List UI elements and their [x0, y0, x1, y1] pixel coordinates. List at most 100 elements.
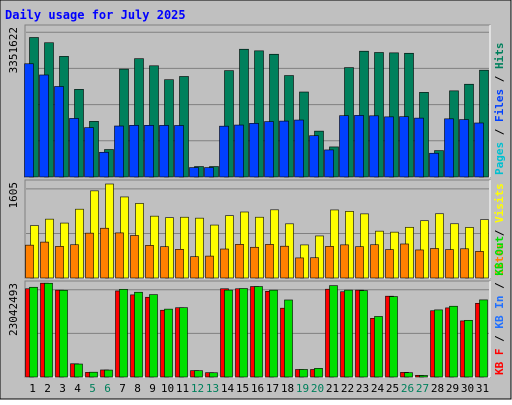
x-axis-labels: 1 2 3 4 5 6 7 8 9 10 11 12 13 14 15 16 17 18 19 20 21 22 23 24 2… [29, 382, 489, 395]
bar-sites [385, 249, 394, 279]
bar-kb-out [59, 289, 68, 378]
bar-files [189, 167, 199, 178]
bar-files [129, 125, 139, 178]
bar-kb-out [269, 289, 278, 378]
bar-sites [325, 246, 334, 279]
bar-files [234, 124, 244, 178]
bar-files [309, 135, 319, 178]
bar-files [399, 116, 409, 178]
bar-kb-out [374, 316, 383, 378]
panel-hits: 3351622 Pages / Files / Hits [7, 24, 506, 178]
bar-kb-out [149, 294, 158, 378]
bar-files [369, 115, 379, 178]
legend-entry: / [493, 282, 506, 296]
bar-kb-out [359, 290, 368, 378]
bar-files [219, 125, 229, 178]
bar-sites [415, 249, 424, 279]
bar-kb-out [419, 375, 428, 378]
legend-entry: / [493, 335, 506, 349]
x-tick-label: 5 [89, 382, 96, 395]
panel-visits: 1605 Sites / Visits [7, 179, 506, 279]
x-tick-label: 16 [251, 382, 264, 395]
bar-files [429, 152, 439, 178]
bar-visits [195, 217, 204, 279]
bar-files [444, 118, 454, 178]
legend-entry: / [493, 128, 506, 142]
x-tick-label: 8 [134, 382, 141, 395]
bar-sites [310, 257, 319, 279]
chart-title: Daily usage for July 2025 [5, 8, 186, 22]
bar-files [114, 125, 124, 178]
bar-kb-out [464, 319, 473, 378]
bar-sites [355, 246, 364, 279]
bar-kb-out [134, 291, 143, 378]
bar-sites [25, 244, 34, 279]
x-tick-label: 18 [281, 382, 294, 395]
legend-entry: Visits [493, 183, 506, 229]
bar-files [249, 123, 259, 178]
bar-files [69, 118, 79, 178]
bar-files [54, 86, 64, 178]
bar-kb-out [209, 372, 218, 378]
bar-sites [115, 232, 124, 279]
bar-sites [220, 248, 229, 279]
x-tick-label: 15 [236, 382, 249, 395]
bar-hits [389, 52, 399, 178]
x-tick-label: 31 [476, 382, 489, 395]
panel-legend: KB F / KB In / KB Out [493, 236, 506, 375]
bar-visits [180, 216, 189, 279]
bar-visits [225, 215, 234, 279]
x-tick-label: 24 [371, 382, 385, 395]
bar-kb-out [449, 305, 458, 378]
bar-kb-out [344, 289, 353, 378]
x-tick-label: 1 [29, 382, 36, 395]
bar-sites [205, 255, 214, 279]
bar-visits [210, 224, 219, 279]
bar-files [24, 63, 34, 178]
legend-entry: / [493, 75, 506, 89]
bar-sites [160, 246, 169, 279]
bar-sites [280, 245, 289, 279]
bar-visits [435, 213, 444, 279]
x-tick-label: 28 [431, 382, 444, 395]
bar-sites [370, 244, 379, 279]
x-tick-label: 20 [311, 382, 324, 395]
x-tick-label: 2 [44, 382, 51, 395]
legend-entry: KB In [493, 296, 506, 336]
bar-hits [374, 52, 384, 178]
bar-files [264, 121, 274, 178]
bar-files [474, 122, 484, 178]
bar-sites [145, 245, 154, 279]
x-tick-label: 9 [149, 382, 156, 395]
x-tick-label: 29 [446, 382, 459, 395]
bar-sites [175, 249, 184, 279]
x-tick-label: 3 [59, 382, 66, 395]
panels-layer: 3351622 Pages / Files / Hits 1605 Sites / V… [7, 24, 506, 378]
bar-sites [445, 249, 454, 279]
x-tick-label: 23 [356, 382, 369, 395]
bar-visits [420, 220, 429, 279]
bar-hits [404, 52, 414, 178]
bar-hits [359, 50, 369, 178]
bar-kb-out [89, 371, 98, 378]
bar-sites [250, 246, 259, 279]
bar-visits [315, 235, 324, 279]
bar-sites [130, 235, 139, 279]
bar-sites [235, 244, 244, 279]
bar-kb-out [314, 368, 323, 378]
bar-kb-out [119, 288, 128, 378]
bar-sites [85, 232, 94, 279]
bar-visits [360, 213, 369, 279]
bar-kb-out [44, 282, 53, 378]
bar-files [459, 119, 469, 178]
bar-files [204, 167, 214, 178]
x-tick-label: 12 [191, 382, 204, 395]
x-tick-label: 14 [221, 382, 235, 395]
bar-kb-out [164, 308, 173, 378]
x-tick-label: 25 [386, 382, 399, 395]
bar-files [84, 127, 94, 178]
panel-legend: Pages / Files / Hits [493, 43, 506, 176]
bar-kb-out [74, 363, 83, 378]
bar-hits [239, 48, 249, 178]
